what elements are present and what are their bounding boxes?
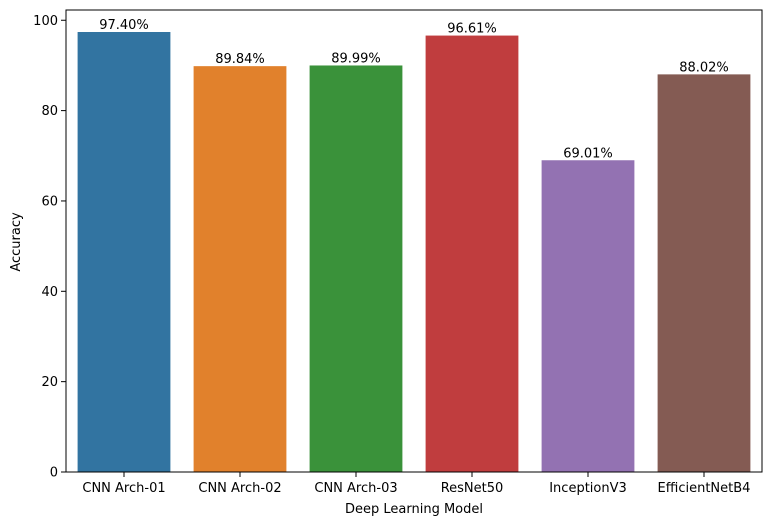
y-tick-label-5: 100 — [33, 14, 58, 29]
bar-5 — [657, 74, 751, 472]
data-label-0: 97.40% — [99, 18, 149, 33]
x-axis-label: Deep Learning Model — [345, 502, 483, 517]
bars-layer — [77, 32, 751, 472]
y-tick-label-4: 80 — [41, 104, 58, 119]
x-tick-label-2: CNN Arch-03 — [314, 481, 397, 496]
data-label-2: 89.99% — [331, 51, 381, 66]
y-tick-label-3: 60 — [41, 194, 58, 209]
x-tick-label-5: EfficientNetB4 — [658, 481, 751, 496]
plot-frame — [65, 9, 763, 473]
y-tick-label-2: 40 — [41, 285, 58, 300]
axes-layer: CNN Arch-01 CNN Arch-02 CNN Arch-03 ResNet5… — [33, 9, 763, 496]
y-axis-label: Accuracy — [9, 212, 24, 272]
data-labels-layer: 97.40% 89.84% 89.99% 96.61% 69.01% 88.02% — [99, 18, 729, 161]
data-label-4: 69.01% — [563, 146, 613, 161]
y-tick-label-0: 0 — [50, 466, 58, 481]
x-tick-label-0: CNN Arch-01 — [82, 481, 165, 496]
x-tick-label-1: CNN Arch-02 — [198, 481, 281, 496]
data-label-3: 96.61% — [447, 22, 497, 37]
x-tick-label-3: ResNet50 — [441, 481, 504, 496]
data-label-5: 88.02% — [679, 60, 729, 75]
data-label-1: 89.84% — [215, 52, 265, 67]
bar-1 — [193, 66, 287, 472]
bar-2 — [309, 65, 403, 472]
bar-0 — [77, 32, 171, 472]
y-tick-label-1: 20 — [41, 375, 58, 390]
bar-4 — [541, 160, 635, 472]
x-tick-label-4: InceptionV3 — [549, 481, 627, 496]
bar-3 — [425, 35, 519, 472]
